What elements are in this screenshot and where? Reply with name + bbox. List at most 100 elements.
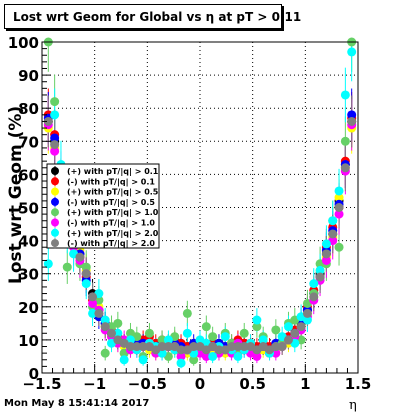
data-point: [43, 116, 53, 126]
y-tick-label: 30: [18, 266, 39, 284]
data-point: [283, 322, 293, 332]
data-point: [88, 298, 98, 308]
data-point: [315, 272, 325, 282]
data-point: [81, 279, 91, 289]
data-point: [157, 342, 167, 352]
data-point: [208, 332, 218, 342]
x-axis-title: η: [349, 398, 357, 413]
data-point: [340, 136, 350, 146]
data-point: [208, 351, 218, 361]
data-point: [62, 262, 72, 272]
data-point: [334, 209, 344, 219]
data-point: [107, 328, 117, 338]
data-point: [50, 146, 60, 156]
data-point: [176, 358, 186, 368]
data-point: [138, 342, 148, 352]
y-axis-title: Lost wrt Geom (%): [6, 105, 26, 284]
data-point: [309, 292, 319, 302]
data-point: [182, 328, 192, 338]
legend-marker: [51, 177, 59, 186]
data-point: [113, 318, 123, 328]
data-point: [138, 355, 148, 365]
legend-entry: (+) with pT/|q| > 0.1: [67, 167, 159, 176]
x-tick-label: 0: [195, 375, 205, 393]
data-point: [50, 110, 60, 120]
data-point: [340, 90, 350, 100]
legend-marker: [51, 208, 59, 217]
legend-entry: (-) with pT/|q| > 2.0: [67, 239, 155, 248]
y-tick-label: 0: [29, 365, 39, 383]
data-point: [239, 342, 249, 352]
title-box: Lost wrt Geom for Global vs η at pT > 0.…: [4, 4, 301, 29]
data-point: [347, 47, 357, 57]
data-point: [302, 315, 312, 325]
legend-box: [46, 163, 160, 249]
data-point: [334, 203, 344, 212]
data-point: [132, 342, 142, 352]
legend-marker: [51, 197, 59, 206]
data-point: [258, 335, 268, 345]
y-tick-label: 40: [18, 233, 39, 251]
data-point: [321, 255, 331, 265]
legend-entry: (-) with pT/|q| > 0.1: [67, 177, 155, 186]
data-point: [340, 163, 350, 173]
data-point: [113, 328, 123, 338]
tick-label-layer: −1.5 −1 −0.5 0 0.5 1 1.5 0 10 20 30 40 50 60 70 80 90 100: [8, 34, 372, 393]
data-point: [271, 342, 281, 352]
y-tick-label: 10: [18, 332, 39, 350]
data-point: [100, 322, 110, 332]
data-point: [252, 322, 262, 332]
data-point: [220, 332, 230, 342]
data-point: [119, 355, 129, 365]
data-point: [233, 351, 243, 361]
data-point: [88, 292, 98, 302]
legend-marker: [51, 228, 59, 237]
data-point: [94, 308, 104, 318]
y-tick-label: 60: [18, 166, 39, 184]
data-point: [163, 342, 173, 352]
data-point: [81, 262, 91, 272]
data-point: [100, 315, 110, 325]
data-point: [334, 186, 344, 196]
y-tick-label: 20: [18, 299, 39, 317]
legend-entry: (-) with pT/|q| > 1.0: [67, 219, 155, 228]
legend-entry: (+) with pT/|q| > 0.5: [67, 188, 159, 197]
data-point: [321, 239, 331, 249]
x-tick-label: 1: [300, 375, 310, 393]
data-point: [239, 328, 249, 338]
data-point: [125, 342, 135, 352]
y-tick-label: 50: [18, 200, 39, 218]
data-point: [309, 279, 319, 289]
data-point: [315, 265, 325, 275]
data-point: [252, 351, 262, 361]
data-point: [50, 140, 60, 150]
data-point: [321, 249, 331, 259]
legend-marker: [51, 218, 59, 227]
data-point: [302, 308, 312, 318]
data-point: [176, 345, 186, 355]
data-point: [201, 322, 211, 332]
data-point: [271, 325, 281, 335]
data-point: [50, 97, 60, 107]
data-point: [176, 351, 186, 361]
data-point: [296, 322, 306, 332]
data-point: [227, 342, 237, 352]
data-point: [233, 342, 243, 352]
data-point: [157, 335, 167, 345]
legend: (+) with pT/|q| > 0.1(-) with pT/|q| > 0…: [46, 163, 160, 249]
data-point: [334, 242, 344, 252]
y-tick-label: 70: [18, 133, 39, 151]
timestamp-footer: Mon May 8 15:41:14 2017: [4, 398, 150, 409]
data-point: [328, 229, 338, 239]
x-tick-label: 1.5: [345, 375, 372, 393]
data-point: [290, 328, 300, 338]
legend-marker: [51, 239, 59, 248]
x-tick-label: 0.5: [239, 375, 266, 393]
y-tick-label: 100: [8, 34, 39, 52]
data-point: [214, 345, 224, 355]
legend-entry: (+) with pT/|q| > 1.0: [67, 208, 159, 217]
data-point: [182, 308, 192, 318]
data-point: [347, 116, 357, 126]
